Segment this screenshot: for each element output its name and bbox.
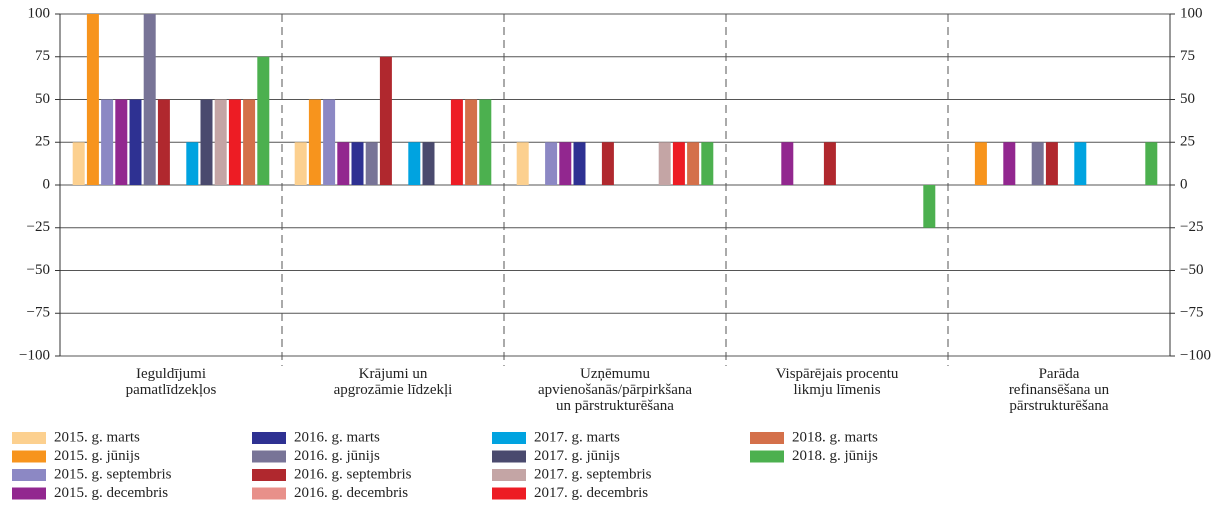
bar [1045, 142, 1058, 185]
bar [243, 99, 256, 185]
legend-label: 2015. g. septembris [54, 466, 172, 482]
legend-label: 2016. g. decembris [294, 485, 408, 501]
y-tick-label: −100 [19, 347, 50, 363]
bar [186, 142, 199, 185]
bar [573, 142, 586, 185]
bar [479, 99, 492, 185]
legend-label: 2017. g. jūnijs [534, 448, 620, 464]
y-tick-label: −75 [27, 305, 50, 321]
bar [1003, 142, 1016, 185]
legend-swatch [492, 432, 526, 444]
y2-tick-label: 0 [1180, 176, 1188, 192]
bar [72, 142, 85, 185]
legend-label: 2016. g. jūnijs [294, 448, 380, 464]
legend-swatch [492, 450, 526, 463]
bar [658, 142, 671, 185]
bar [379, 56, 392, 185]
y-tick-label: 50 [35, 91, 50, 107]
bar [465, 99, 478, 185]
y2-tick-label: −75 [1180, 305, 1203, 321]
legend-swatch [252, 469, 286, 481]
bar [143, 14, 156, 185]
y2-tick-label: 100 [1180, 5, 1203, 21]
y2-tick-label: −100 [1180, 347, 1211, 363]
bar [974, 142, 987, 185]
bar [294, 142, 307, 185]
bar [214, 99, 227, 185]
legend-label: 2015. g. jūnijs [54, 448, 140, 464]
y2-tick-label: 50 [1180, 91, 1195, 107]
bar [257, 56, 270, 185]
legend-swatch [12, 469, 46, 481]
bar [781, 142, 794, 185]
legend-label: 2016. g. septembris [294, 466, 412, 482]
legend-swatch [252, 487, 286, 500]
bar [1074, 142, 1087, 185]
bar [687, 142, 700, 185]
y2-tick-label: −25 [1180, 219, 1203, 235]
x-tick-label: Uzņēmumu apvienošanās/pārpirkšana un pār… [537, 366, 693, 414]
y2-tick-label: 75 [1180, 48, 1195, 64]
legend-label: 2018. g. marts [792, 429, 878, 445]
bar [365, 142, 378, 185]
bar [601, 142, 614, 185]
y2-tick-label: 25 [1180, 134, 1195, 150]
legend-label: 2017. g. decembris [534, 485, 648, 501]
y-tick-label: 25 [35, 134, 50, 150]
y-tick-label: −50 [27, 262, 50, 278]
legend-label: 2015. g. marts [54, 429, 140, 445]
bar [200, 99, 213, 185]
y2-tick-label: −50 [1180, 262, 1203, 278]
bar [337, 142, 350, 185]
legend-label: 2016. g. marts [294, 429, 380, 445]
legend-swatch [750, 450, 784, 463]
y-tick-label: −25 [27, 219, 50, 235]
legend-swatch [12, 487, 46, 500]
bar [559, 142, 572, 185]
x-tick-label: Krājumi un apgrozāmie līdzekļi [333, 366, 453, 398]
y-tick-label: 0 [43, 176, 51, 192]
bar [672, 142, 685, 185]
bar [323, 99, 336, 185]
x-tick-label: Vispārējais procentu likmju līmenis [775, 366, 899, 398]
bar [86, 14, 99, 185]
x-tick-label: Ieguldījumi pamatlīdzekļos [125, 366, 217, 398]
legend-swatch [492, 487, 526, 500]
legend-swatch [12, 432, 46, 444]
bar [115, 99, 128, 185]
bar [823, 142, 836, 185]
bar [701, 142, 714, 185]
bar [308, 99, 321, 185]
bar [450, 99, 463, 185]
legend-label: 2018. g. jūnijs [792, 448, 878, 464]
legend-swatch [492, 469, 526, 481]
x-tick-label: Parāda refinansēšana un pārstrukturēšana [1008, 366, 1110, 414]
bar [545, 142, 558, 185]
legend-swatch [252, 432, 286, 444]
y-tick-label: 75 [35, 48, 50, 64]
bar [157, 99, 170, 185]
bar [228, 99, 241, 185]
y-tick-label: 100 [28, 5, 51, 21]
bar [422, 142, 435, 185]
legend-label: 2017. g. marts [534, 429, 620, 445]
bar [129, 99, 142, 185]
legend-label: 2017. g. septembris [534, 466, 652, 482]
bar [516, 142, 529, 185]
bar [101, 99, 114, 185]
legend-swatch [252, 450, 286, 463]
bar [1031, 142, 1044, 185]
bar [408, 142, 421, 185]
legend-swatch [750, 432, 784, 444]
legend-label: 2015. g. decembris [54, 485, 168, 501]
bar [923, 185, 936, 228]
legend-swatch [12, 450, 46, 463]
bar [1145, 142, 1158, 185]
bar [351, 142, 364, 185]
